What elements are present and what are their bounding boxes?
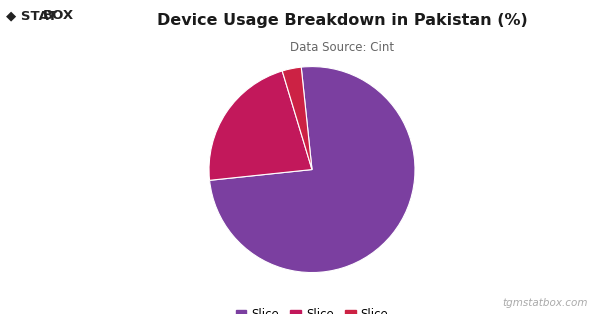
Text: Data Source: Cint: Data Source: Cint bbox=[290, 41, 394, 54]
Text: Device Usage Breakdown in Pakistan (%): Device Usage Breakdown in Pakistan (%) bbox=[157, 13, 527, 28]
Text: tgmstatbox.com: tgmstatbox.com bbox=[503, 298, 588, 308]
Wedge shape bbox=[209, 67, 415, 273]
Wedge shape bbox=[209, 71, 312, 180]
Text: BOX: BOX bbox=[43, 9, 74, 22]
Legend: Slice, Slice, Slice: Slice, Slice, Slice bbox=[231, 303, 393, 314]
Wedge shape bbox=[282, 67, 312, 170]
Text: ◆ STAT: ◆ STAT bbox=[6, 9, 57, 22]
